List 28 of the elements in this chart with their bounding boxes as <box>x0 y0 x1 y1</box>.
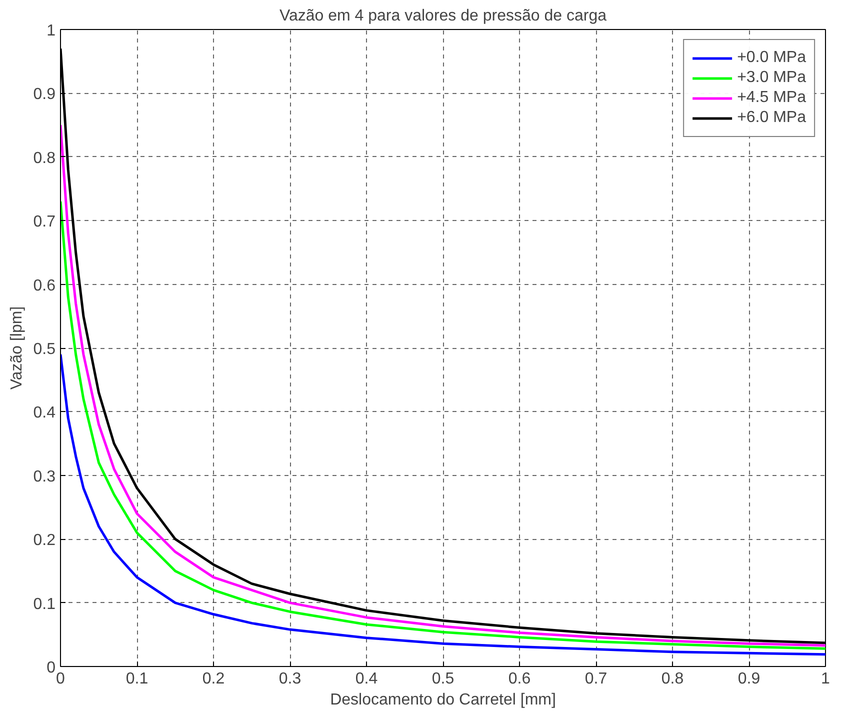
y-tick-label: 0 <box>46 660 56 676</box>
y-tick-label: 0.1 <box>33 596 56 613</box>
x-tick-label: 0.1 <box>126 670 148 688</box>
x-tick-label: 0.6 <box>508 670 531 688</box>
y-tick-label: 0.6 <box>33 277 56 294</box>
y-tick-label: 0.4 <box>33 404 56 422</box>
x-tick-label: 0.4 <box>355 670 378 688</box>
x-tick-label: 0.5 <box>432 670 454 688</box>
y-tick-label: 0.3 <box>33 468 56 486</box>
x-tick-label: 0.8 <box>661 670 684 688</box>
y-tick-label: 0.7 <box>33 214 56 231</box>
legend-label: +0.0 MPa <box>737 49 806 67</box>
y-tick-label: 0.8 <box>33 150 56 167</box>
y-tick-label: 0.2 <box>33 532 56 550</box>
legend-label: +6.0 MPa <box>737 109 806 127</box>
x-axis-title: Deslocamento do Carretel [mm] <box>330 692 556 708</box>
x-tick-label: 1 <box>821 670 830 688</box>
y-axis-title: Vazão [lpm] <box>8 306 26 390</box>
legend-label: +3.0 MPa <box>737 69 806 87</box>
x-tick-label: 0.2 <box>202 670 225 688</box>
y-tick-label: 0.9 <box>33 86 56 104</box>
chart-title: Vazão em 4 para valores de pressão de carga <box>279 8 607 24</box>
x-tick-label: 0.3 <box>278 670 302 688</box>
x-tick-label: 0.7 <box>584 670 608 688</box>
x-tick-label: 0.9 <box>738 670 760 688</box>
y-tick-label: 1 <box>46 22 56 40</box>
y-tick-label: 0.5 <box>33 341 56 358</box>
legend-label: +4.5 MPa <box>737 89 806 107</box>
